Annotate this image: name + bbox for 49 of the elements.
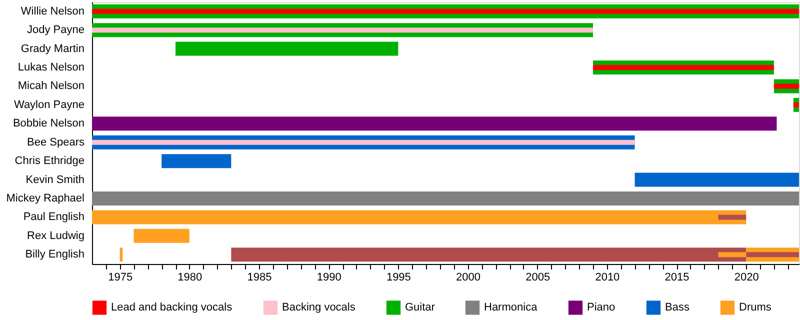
bar [134,228,190,243]
bar [718,214,746,220]
y-tick-label: Jody Payne [27,24,84,36]
x-tick-label: 2005 [526,272,550,284]
legend-label: Drums [739,302,772,314]
y-tick-label: Waylon Payne [14,98,84,111]
x-tick-label: 1980 [178,272,202,284]
y-tick-label: Micah Nelson [18,80,84,92]
legend-label: Lead and backing vocals [111,302,233,314]
bar [593,65,774,70]
bar [92,116,777,131]
bar [92,210,746,224]
bar [718,252,746,258]
y-tick-label: Lukas Nelson [18,62,84,74]
y-tick-label: Willie Nelson [20,5,84,18]
bar [92,192,799,206]
bar [92,140,635,145]
x-tick-label: 2015 [664,272,690,284]
y-tick-label: Bobbie Nelson [12,118,84,130]
bar [231,248,746,262]
bar [162,154,232,168]
bar [746,252,799,258]
x-tick-label: 1995 [386,272,411,284]
y-tick-label: Bee Spears [27,136,85,148]
x-tick-label: 1975 [108,272,133,284]
legend-label: Bass [665,302,690,314]
y-tick-label: Grady Martin [20,42,84,55]
y-tick-label: Chris Ethridge [14,155,84,168]
y-tick-label: Rex Ludwig [27,230,84,242]
x-tick-label: 1985 [247,272,272,284]
x-tick-label: 2020 [734,272,759,284]
legend-label: Guitar [405,302,436,314]
y-tick-label: Mickey Raphael [6,192,84,204]
bar [774,84,799,89]
bar [793,102,799,108]
legend-label: Piano [587,302,616,314]
y-tick-label: Kevin Smith [26,174,84,186]
bar [92,28,594,33]
bar [176,42,398,56]
x-tick-label: 1990 [316,272,342,284]
y-tick-label: Paul English [23,211,84,224]
legend-label: Backing vocals [282,302,356,314]
y-tick-label: Billy English [25,248,84,261]
bar [120,248,123,262]
legend-label: Harmonica [484,302,538,314]
bar [92,8,799,14]
x-tick-label: 2000 [456,272,481,284]
bar [634,172,799,187]
x-tick-label: 2010 [595,272,620,284]
